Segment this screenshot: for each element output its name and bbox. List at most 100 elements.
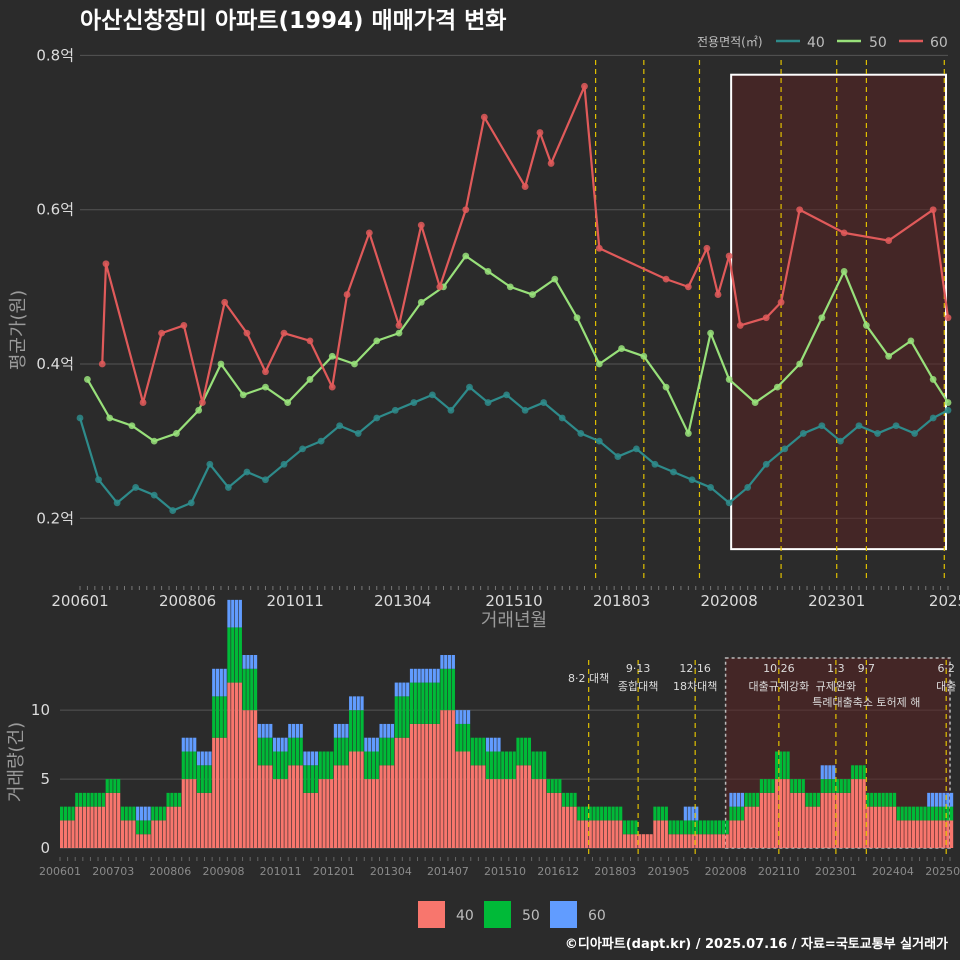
- top-x-tick-label: 201510: [485, 592, 542, 610]
- volume-bar-40: [505, 779, 509, 848]
- series-point-60: [547, 160, 555, 167]
- legend-bar-label-60: 60: [588, 908, 606, 924]
- volume-bar-50: [501, 751, 505, 780]
- volume-bar-40: [75, 806, 79, 848]
- volume-bar-40: [835, 792, 840, 848]
- volume-bar-60: [691, 806, 695, 821]
- series-point-40: [762, 460, 770, 468]
- volume-bar-40: [934, 820, 938, 848]
- volume-bar-40: [763, 792, 767, 848]
- volume-bar-40: [619, 820, 623, 848]
- volume-bar-50: [569, 792, 573, 807]
- series-point-60: [180, 322, 188, 329]
- volume-bar-50: [615, 806, 619, 821]
- policy-label: 9·13: [626, 662, 651, 675]
- volume-bar-60: [223, 668, 227, 697]
- volume-bar-50: [786, 751, 790, 780]
- volume-bar-40: [554, 792, 558, 848]
- volume-bar-40: [824, 792, 828, 848]
- bottom-y-tick-label: 0: [40, 839, 50, 857]
- volume-bar-40: [120, 820, 125, 848]
- volume-bar-40: [520, 765, 524, 848]
- volume-bar-40: [892, 806, 897, 848]
- volume-bar-40: [748, 806, 752, 848]
- top-legend: 전용면적(㎡) 40 50 60: [697, 35, 948, 51]
- volume-bar-60: [208, 751, 212, 766]
- volume-bar-40: [234, 682, 239, 848]
- series-point-40: [262, 476, 269, 484]
- volume-bar-40: [588, 820, 592, 848]
- volume-bar-60: [341, 723, 345, 738]
- volume-bar-50: [189, 751, 193, 780]
- volume-bar-40: [105, 792, 109, 848]
- volume-bar-40: [622, 834, 627, 848]
- volume-bar-60: [250, 655, 254, 669]
- volume-bar-40: [744, 806, 748, 848]
- volume-bar-40: [794, 792, 798, 848]
- volume-bar-40: [269, 765, 273, 848]
- volume-bar-40: [854, 779, 859, 848]
- series-point-60: [365, 229, 373, 237]
- volume-bar-50: [322, 751, 326, 780]
- volume-bar-50: [307, 765, 311, 793]
- volume-bar-50: [535, 751, 539, 780]
- volume-bar-50: [185, 751, 189, 780]
- bottom-x-tick-label: 202506: [925, 865, 960, 878]
- volume-bar-50: [543, 751, 547, 780]
- volume-bar-50: [204, 765, 208, 793]
- volume-bar-40: [524, 765, 528, 848]
- series-point-60: [725, 252, 733, 260]
- series-point-50: [239, 391, 247, 399]
- volume-bar-40: [288, 765, 292, 848]
- series-point-40: [169, 507, 177, 514]
- volume-bar-40: [950, 820, 954, 848]
- volume-bar-50: [349, 710, 353, 752]
- volume-bar-40: [406, 737, 410, 848]
- volume-bar-50: [147, 820, 151, 835]
- volume-bar-40: [862, 779, 866, 848]
- series-point-40: [781, 445, 789, 453]
- volume-bar-50: [809, 792, 813, 807]
- volume-bar-60: [463, 710, 467, 724]
- series-point-60: [98, 360, 106, 368]
- volume-bar-50: [565, 792, 570, 807]
- volume-bar-50: [782, 751, 786, 780]
- volume-bar-40: [603, 820, 608, 848]
- volume-bar-50: [630, 820, 634, 835]
- volume-bar-60: [729, 792, 733, 807]
- volume-bar-50: [98, 792, 102, 807]
- volume-bar-50: [611, 806, 615, 821]
- volume-bar-50: [227, 627, 231, 683]
- volume-bar-40: [162, 820, 166, 848]
- series-point-50: [751, 399, 759, 406]
- volume-bar-50: [177, 792, 182, 807]
- volume-bar-40: [581, 820, 585, 848]
- volume-bar-50: [330, 751, 334, 780]
- series-point-40: [944, 406, 952, 414]
- volume-bar-50: [193, 751, 197, 780]
- volume-bar-40: [272, 779, 277, 848]
- volume-bar-40: [930, 820, 935, 848]
- series-point-60: [703, 244, 711, 252]
- volume-bar-50: [858, 765, 862, 780]
- bottom-x-tick-label: 200703: [92, 865, 134, 878]
- series-point-60: [885, 237, 893, 244]
- volume-bar-50: [276, 751, 280, 780]
- volume-bar-60: [356, 696, 360, 711]
- legend-label-40: 40: [807, 35, 825, 51]
- volume-bar-40: [714, 834, 718, 848]
- volume-bar-50: [497, 751, 501, 780]
- volume-bar-50: [919, 806, 923, 821]
- volume-bar-40: [326, 779, 330, 848]
- volume-bar-50: [881, 792, 885, 807]
- volume-bar-50: [451, 668, 455, 711]
- volume-bar-50: [117, 779, 121, 793]
- volume-bar-40: [231, 682, 235, 848]
- volume-bar-60: [299, 723, 303, 738]
- top-y-tick-label: 0.2억: [36, 509, 74, 527]
- volume-bar-40: [470, 765, 474, 848]
- volume-bar-40: [436, 723, 440, 848]
- volume-bar-60: [432, 668, 436, 683]
- volume-bar-50: [691, 820, 695, 835]
